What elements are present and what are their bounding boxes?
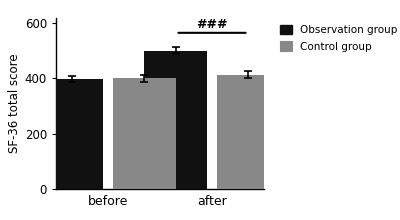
Y-axis label: SF-36 total score: SF-36 total score (8, 54, 20, 153)
Bar (40, 79, 103, 189)
Legend: Observation group, Control group: Observation group, Control group (278, 23, 400, 54)
Bar (113, 79, 176, 189)
Text: ###: ### (196, 18, 228, 31)
Bar (144, 51, 207, 189)
Bar (217, 75, 280, 189)
